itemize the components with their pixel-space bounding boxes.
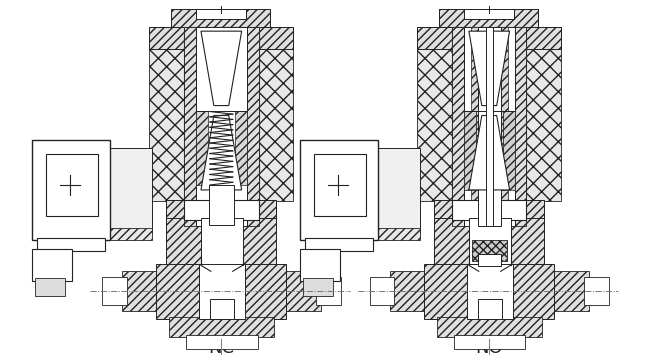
Bar [454,335,525,349]
Bar [467,264,512,319]
Polygon shape [201,31,242,106]
Bar [171,9,270,27]
Bar [434,218,544,265]
Bar [184,27,258,226]
Bar [376,148,421,233]
Bar [300,140,378,240]
Bar [471,27,508,226]
Bar [107,148,152,233]
Bar [166,200,277,220]
Bar [464,110,476,190]
Bar [464,9,514,19]
Bar [209,185,234,225]
Bar [434,200,544,220]
Bar [486,27,493,226]
Bar [514,27,527,226]
Bar [33,249,72,281]
Bar [258,27,293,201]
Bar [389,271,429,311]
Bar [439,9,538,27]
Bar [149,27,184,201]
Bar [102,277,126,305]
Bar [35,278,65,296]
Bar [196,27,247,226]
Bar [452,200,527,220]
Bar [247,27,258,226]
Polygon shape [469,31,510,106]
Bar [370,277,395,305]
Bar [417,27,561,49]
Bar [437,317,542,337]
Bar [184,27,196,226]
Bar [196,110,208,185]
Text: NO: NO [475,338,503,357]
Bar [452,27,464,226]
Bar [186,335,258,349]
Bar [46,154,98,216]
Bar [478,27,501,226]
Bar [316,277,341,305]
Bar [549,271,589,311]
Bar [107,228,152,240]
Bar [527,27,561,201]
Bar [469,218,510,265]
Bar [376,228,421,240]
Bar [300,249,340,281]
Bar [169,317,274,337]
Bar [199,264,245,319]
Bar [281,271,321,311]
Bar [464,27,514,226]
Bar [184,200,258,220]
Bar [210,299,234,319]
Bar [452,27,527,226]
Polygon shape [201,115,242,190]
Bar [166,218,277,265]
Bar [201,218,243,265]
Text: NC: NC [208,338,234,357]
Bar [476,110,503,190]
Bar [417,27,452,201]
Bar [478,299,502,319]
Bar [439,9,538,27]
Bar [156,264,286,319]
Bar [303,278,333,296]
Bar [149,27,293,49]
Bar [503,110,514,190]
Bar [196,9,245,19]
Bar [584,277,609,305]
Polygon shape [469,115,510,190]
Bar [424,264,554,319]
Bar [305,237,372,252]
Bar [33,140,109,240]
Bar [37,237,105,252]
Bar [478,254,501,266]
Bar [122,271,161,311]
Bar [314,154,366,216]
Bar [472,240,506,261]
Bar [235,110,247,185]
